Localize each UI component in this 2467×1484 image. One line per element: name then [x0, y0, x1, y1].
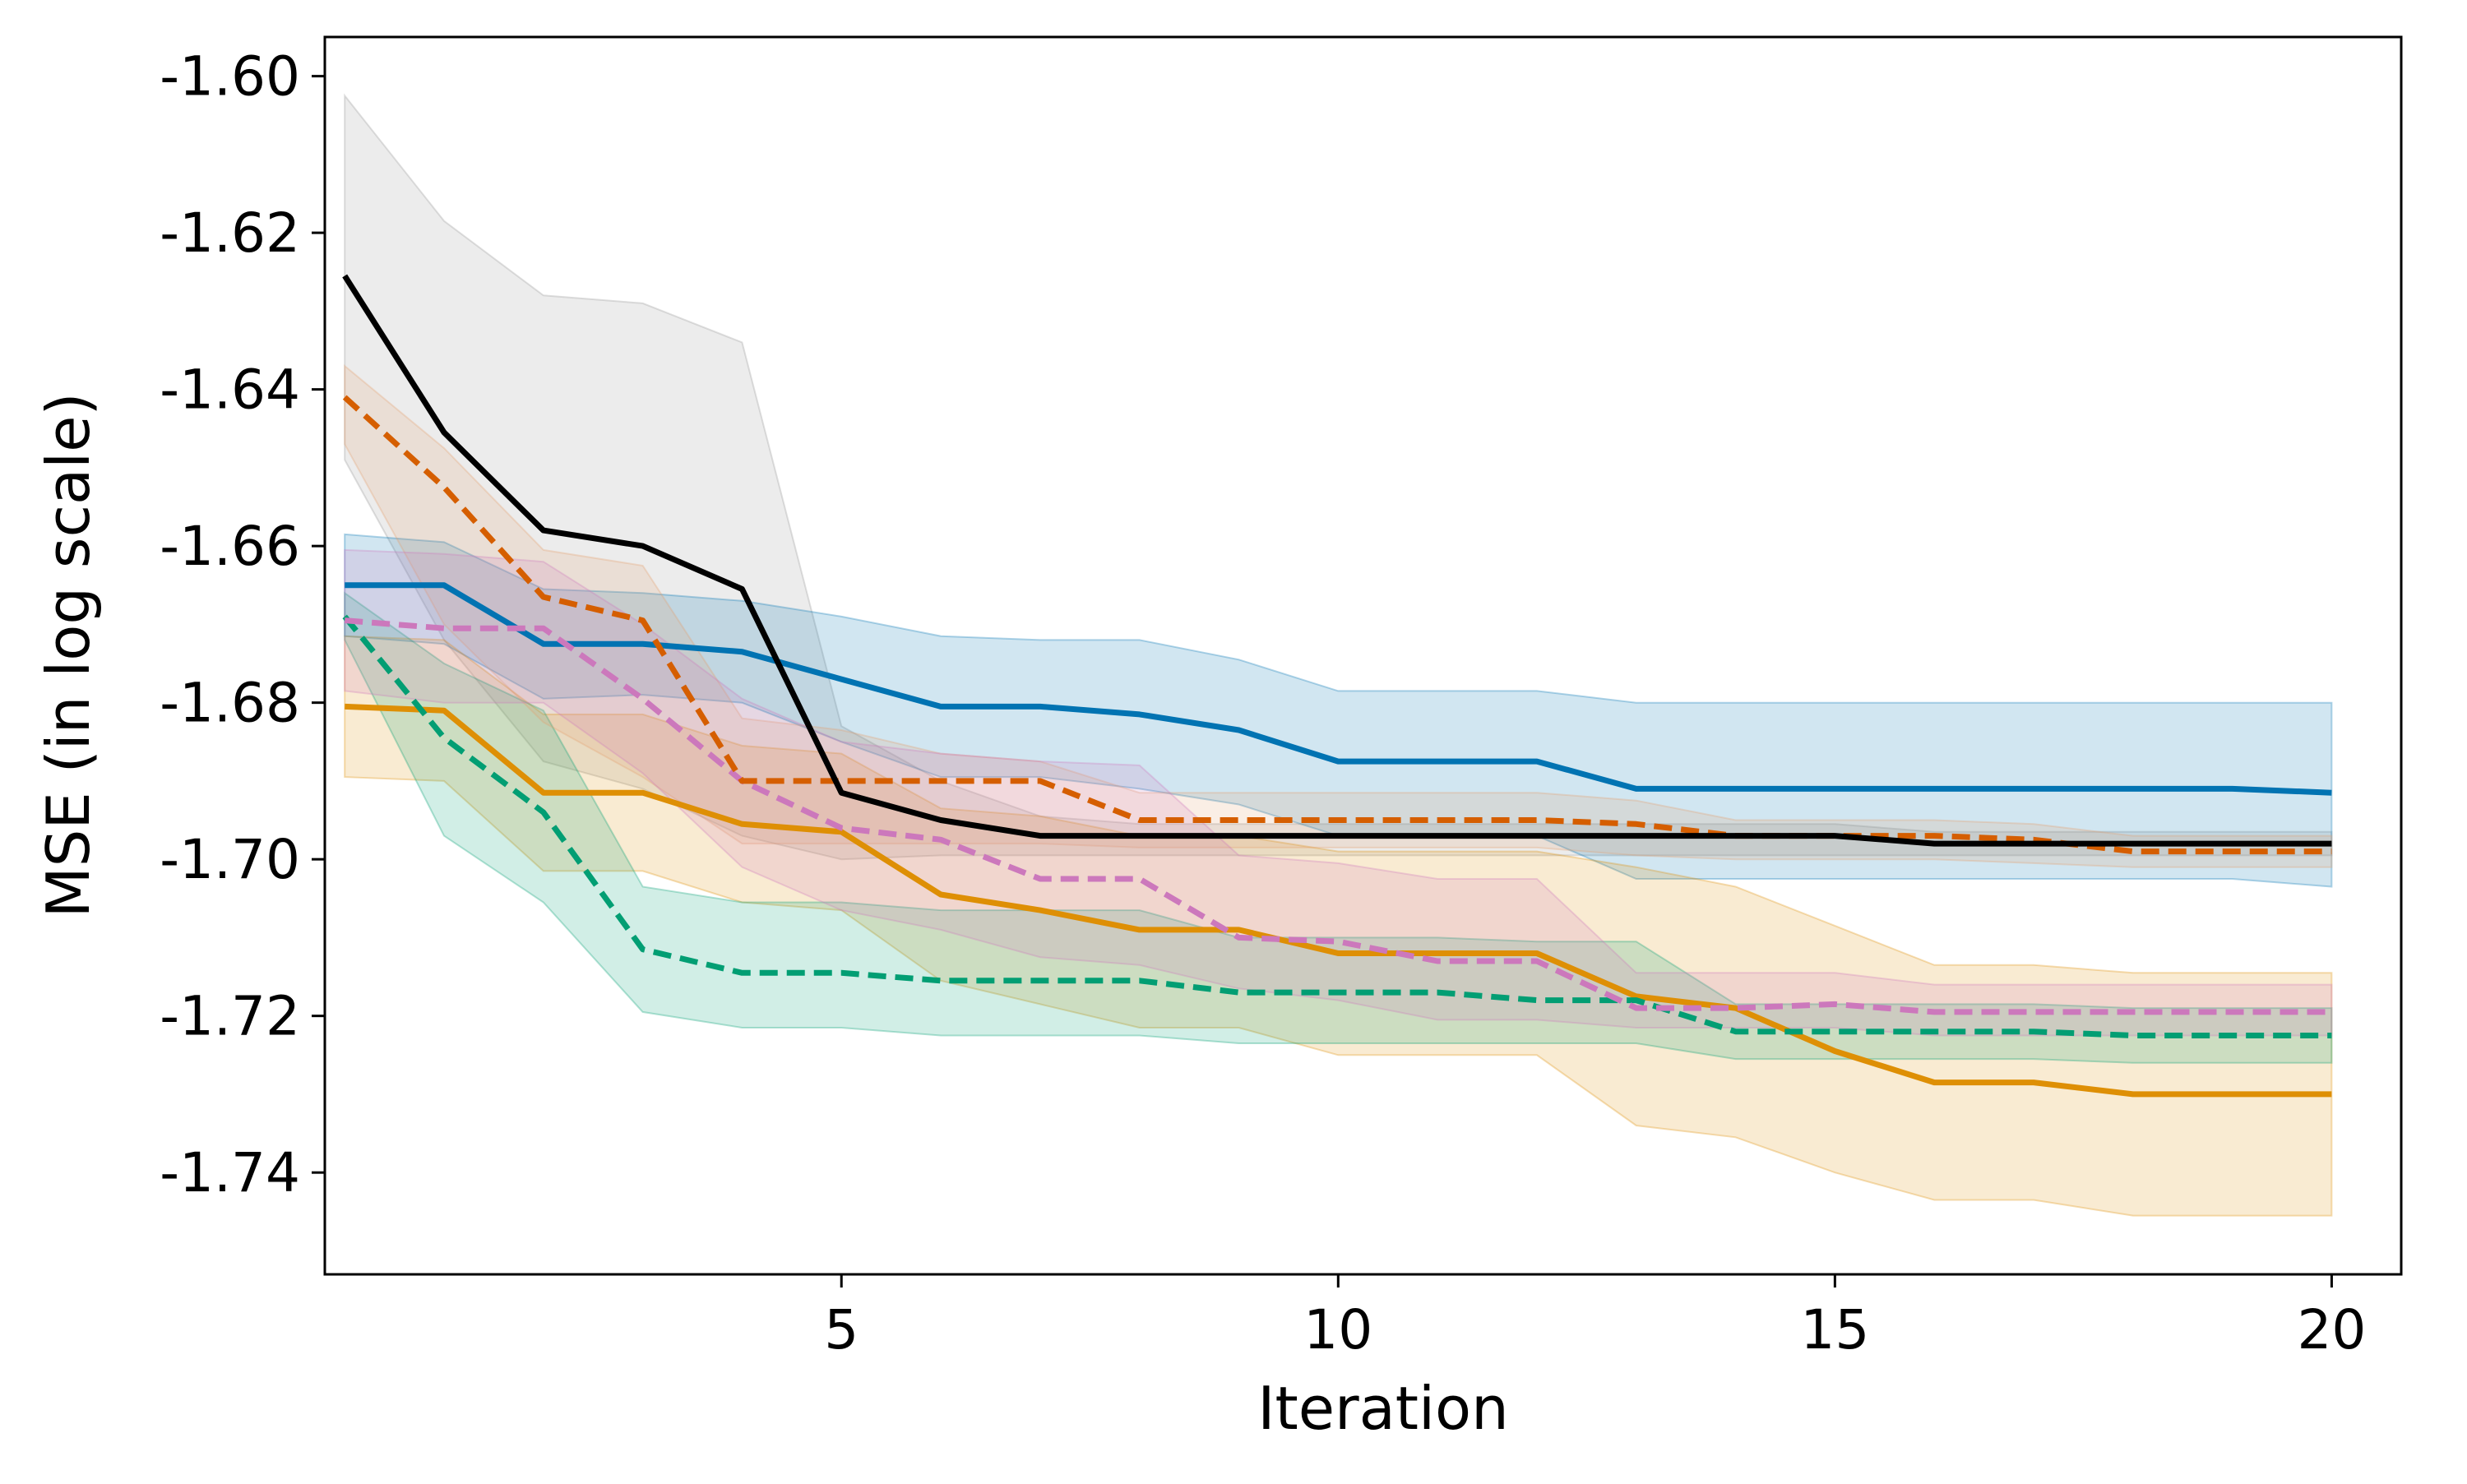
x-axis-title: Iteration — [1257, 1374, 1508, 1443]
series-line-2 — [345, 703, 2332, 1098]
y-tick-label: -1.74 — [160, 1141, 300, 1204]
band-1 — [344, 533, 2333, 888]
y-tick-label: -1.70 — [160, 828, 300, 891]
band-2 — [344, 635, 2333, 1217]
x-tick-label: 5 — [824, 1298, 859, 1361]
series-line-3 — [342, 614, 2332, 1038]
y-tick-label: -1.62 — [160, 201, 300, 265]
y-tick-label: -1.64 — [160, 358, 300, 422]
series-line-5 — [344, 617, 2332, 1015]
y-axis-ticks: -1.60 -1.62 -1.64 -1.66 -1.68 -1.70 -1.72 -1.74 — [160, 45, 325, 1204]
series-line-0 — [342, 274, 2332, 847]
x-axis-ticks: 5 10 15 20 — [824, 1274, 2366, 1361]
y-tick-label: -1.66 — [160, 515, 300, 578]
series-lines — [342, 274, 2332, 1098]
x-tick-label: 20 — [2297, 1298, 2366, 1361]
x-tick-label: 15 — [1800, 1298, 1869, 1361]
y-tick-label: -1.60 — [160, 45, 300, 109]
series-line-1 — [345, 582, 2332, 796]
x-tick-label: 10 — [1303, 1298, 1372, 1361]
plot-frame — [323, 35, 2403, 1276]
band-0 — [344, 93, 2333, 861]
confidence-bands — [344, 93, 2333, 1217]
band-4 — [344, 363, 2333, 868]
y-axis-title: MSE (in log scale) — [34, 392, 103, 918]
y-tick-label: -1.72 — [160, 985, 300, 1048]
y-tick-label: -1.68 — [160, 672, 300, 735]
series-line-4 — [342, 395, 2332, 855]
